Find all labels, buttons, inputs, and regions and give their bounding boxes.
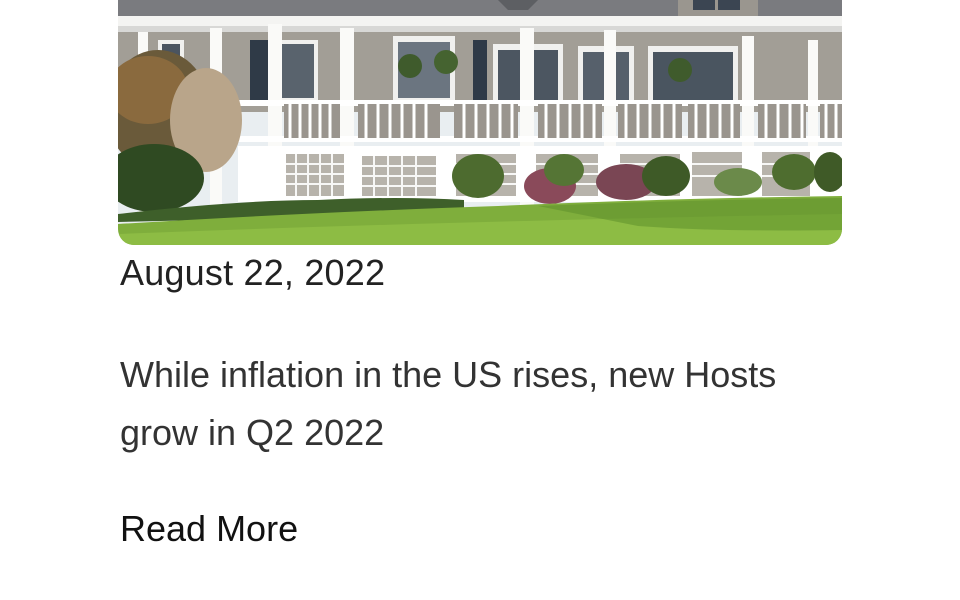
article-hero-image[interactable] [118, 0, 842, 245]
article-date: August 22, 2022 [120, 252, 386, 293]
read-more-link[interactable]: Read More [120, 508, 299, 549]
article-card: August 22, 2022 While inflation in the U… [118, 0, 842, 549]
article-headline: While inflation in the US rises, new Hos… [120, 354, 777, 453]
